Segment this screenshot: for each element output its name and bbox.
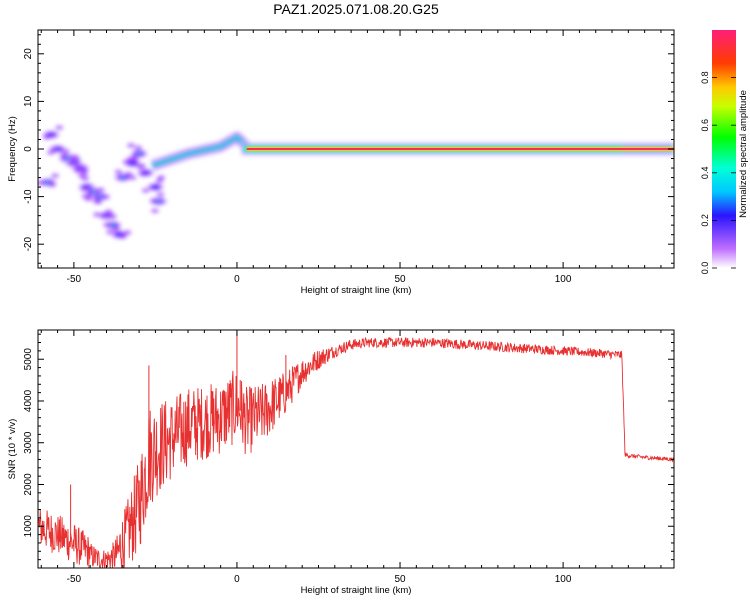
heatmap-blob-small — [112, 226, 121, 232]
snr-line — [38, 336, 674, 568]
heatmap-blob-hot — [121, 176, 125, 179]
heatmap-blob-small — [104, 209, 113, 215]
heatmap-blob-small — [51, 146, 60, 152]
heatmap-ylabel: Frequency (Hz) — [7, 116, 18, 181]
heatmap-blob-hot — [111, 224, 115, 227]
heatmap-blob-small — [45, 133, 54, 139]
heatmap-blob-small — [114, 169, 123, 175]
snr-ylabel: SNR (10 * v/v) — [7, 419, 18, 480]
colorbar-tick-label: 0.0 — [700, 262, 710, 275]
main-tone-line — [246, 148, 674, 150]
heatmap-ytick-label: 0 — [23, 146, 34, 152]
heatmap-blob-small — [94, 199, 103, 205]
heatmap-ytick-label: -20 — [23, 237, 34, 252]
heatmap-ytick-label: 10 — [23, 95, 34, 107]
snr-xtick-label: 100 — [555, 574, 572, 585]
snr-xtick-label: -50 — [67, 574, 82, 585]
heatmap-blob-small — [80, 170, 89, 175]
heatmap-blob-small — [38, 180, 45, 186]
heatmap-blob-small — [46, 150, 55, 155]
heatmap-blob-small — [81, 176, 90, 181]
colorbar-tick-label: 0.2 — [700, 214, 710, 227]
heatmap-xtick-label: 0 — [234, 274, 240, 285]
heatmap-blob-hot — [91, 190, 96, 193]
heatmap-blob-small — [106, 229, 115, 235]
snr-frame — [37, 329, 675, 569]
heatmap-blob-small — [76, 164, 85, 170]
colorbar — [712, 30, 736, 268]
heatmap-ytick-label: -10 — [23, 189, 34, 204]
snr-ytick-label: 3000 — [23, 431, 34, 454]
heatmap-blob-small — [139, 171, 148, 177]
heatmap-blob-small — [55, 125, 64, 130]
heatmap-blob-small — [141, 188, 150, 193]
heatmap-blob-small — [70, 154, 79, 159]
heatmap-blob-small — [101, 213, 110, 218]
heatmap-xtick-label: -50 — [67, 274, 82, 285]
heatmap-blobs — [38, 125, 674, 240]
heatmap-blob-small — [134, 145, 143, 151]
heatmap-blob-small — [127, 156, 136, 161]
heatmap-blob-small — [73, 168, 82, 173]
heatmap-blob-small — [108, 214, 117, 219]
heatmap-blob-small — [124, 171, 133, 177]
tracking-line — [151, 135, 248, 168]
heatmap-blob-hot — [157, 200, 161, 203]
colorbar-label: Normalized spectral amplitude — [738, 90, 749, 218]
heatmap-blob-small — [48, 182, 57, 188]
colorbar-tick-label: 0.4 — [700, 167, 710, 180]
heatmap-blob-small — [103, 222, 112, 227]
heatmap-blob-small — [122, 159, 131, 165]
snr-plot-area — [38, 332, 674, 568]
heatmap-blob-small — [62, 149, 71, 154]
heatmap-blob-small — [150, 208, 159, 213]
heatmap-blob-core — [152, 185, 159, 189]
snr-ytick-label: 5000 — [23, 348, 34, 371]
heatmap-xtick-label: 50 — [394, 274, 406, 285]
snr-xtick-label: 50 — [394, 574, 406, 585]
chart-title: PAZ1.2025.071.08.20.G25 — [273, 1, 439, 17]
heatmap-blob-small — [85, 193, 94, 199]
colorbar-tick-label: 0.6 — [700, 119, 710, 132]
heatmap-ytick-label: 20 — [23, 48, 34, 60]
heatmap-blob-small — [68, 161, 77, 166]
heatmap-blob-small — [157, 175, 166, 180]
heatmap-blob-hot — [65, 157, 69, 160]
heatmap-plot-area — [38, 125, 674, 240]
heatmap-blob-small — [136, 164, 145, 170]
snr-ytick-label: 2000 — [23, 473, 34, 496]
snr-xtick-label: 0 — [234, 574, 240, 585]
snr-ytick-label: 1000 — [23, 515, 34, 538]
heatmap-blob-hot — [46, 181, 50, 184]
snr-xlabel: Height of straight line (km) — [301, 585, 412, 596]
colorbar-tick-label: 0.8 — [700, 71, 710, 84]
heatmap-blob-core — [129, 161, 136, 165]
heatmap-blob-small — [80, 186, 89, 192]
snr-ytick-label: 4000 — [23, 389, 34, 412]
heatmap-blob-small — [51, 173, 60, 178]
heatmap-blob-small — [101, 194, 110, 200]
heatmap-blob-small — [127, 143, 136, 148]
heatmap-blob-small — [96, 187, 105, 193]
heatmap-blob-small — [93, 212, 102, 217]
heatmap-blob-small — [118, 234, 127, 239]
heatmap-blob-hot — [137, 152, 141, 155]
heatmap-blob-small — [156, 192, 165, 197]
heatmap-blob-small — [123, 230, 132, 235]
heatmap-xlabel: Height of straight line (km) — [301, 285, 412, 296]
heatmap-blob-small — [59, 153, 68, 158]
heatmap-blob-small — [128, 175, 137, 180]
heatmap-blob-hot — [98, 195, 102, 198]
heatmap-xtick-label: 100 — [555, 274, 572, 285]
heatmap-blob-small — [149, 198, 158, 204]
